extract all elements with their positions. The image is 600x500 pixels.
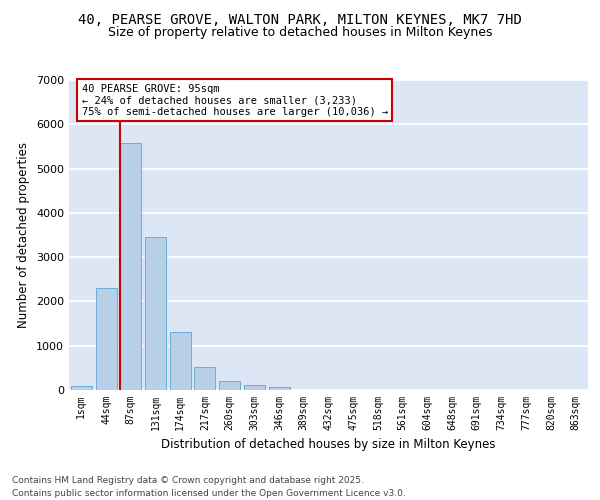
Y-axis label: Number of detached properties: Number of detached properties	[17, 142, 31, 328]
X-axis label: Distribution of detached houses by size in Milton Keynes: Distribution of detached houses by size …	[161, 438, 496, 452]
Text: 40, PEARSE GROVE, WALTON PARK, MILTON KEYNES, MK7 7HD: 40, PEARSE GROVE, WALTON PARK, MILTON KE…	[78, 12, 522, 26]
Bar	[120, 143, 141, 390]
Bar	[170, 332, 191, 390]
Bar	[244, 384, 265, 390]
Bar	[269, 388, 290, 390]
Bar	[219, 381, 240, 390]
Text: Size of property relative to detached houses in Milton Keynes: Size of property relative to detached ho…	[108, 26, 492, 39]
Bar	[95, 288, 116, 390]
Text: 40 PEARSE GROVE: 95sqm
← 24% of detached houses are smaller (3,233)
75% of semi-: 40 PEARSE GROVE: 95sqm ← 24% of detached…	[82, 84, 388, 116]
Text: Contains public sector information licensed under the Open Government Licence v3: Contains public sector information licen…	[12, 489, 406, 498]
Text: Contains HM Land Registry data © Crown copyright and database right 2025.: Contains HM Land Registry data © Crown c…	[12, 476, 364, 485]
Bar	[71, 386, 92, 390]
Bar	[145, 237, 166, 390]
Bar	[194, 367, 215, 390]
